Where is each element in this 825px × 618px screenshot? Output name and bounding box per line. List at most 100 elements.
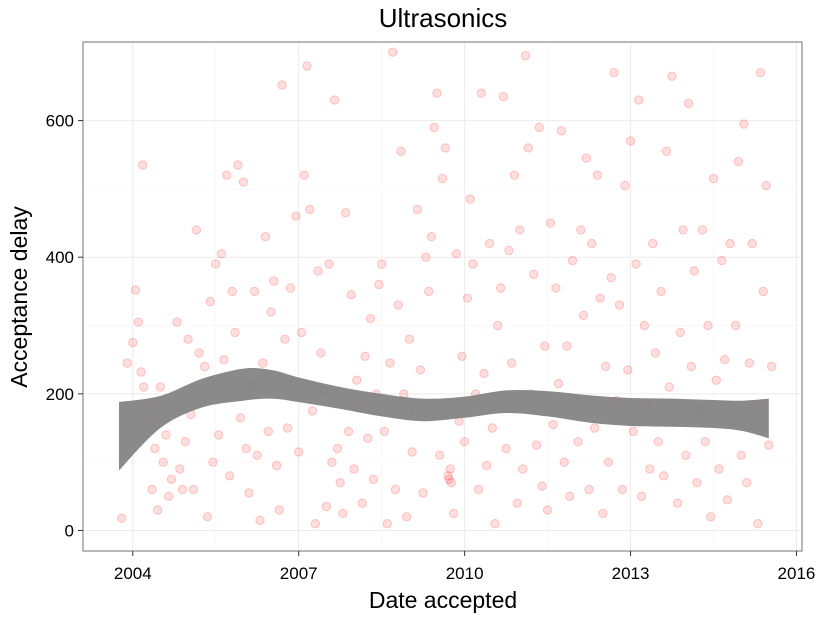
y-axis-ticks: 0 200 400 600 <box>46 112 83 541</box>
data-point <box>128 337 138 348</box>
data-point <box>601 361 611 372</box>
plot-panel <box>83 42 802 551</box>
data-point <box>628 426 638 437</box>
data-point <box>357 498 367 508</box>
data-point <box>468 259 478 269</box>
data-point <box>512 498 522 508</box>
data-point <box>341 208 351 218</box>
data-point <box>316 348 326 358</box>
data-point <box>457 351 467 361</box>
data-point <box>537 481 547 491</box>
data-point <box>230 327 240 338</box>
data-point <box>556 126 567 136</box>
data-point <box>282 423 293 433</box>
data-point <box>335 478 345 488</box>
data-point <box>377 259 387 269</box>
data-point <box>542 505 553 515</box>
data-point <box>277 80 287 90</box>
data-point <box>133 317 144 327</box>
data-point <box>636 491 647 501</box>
data-point <box>661 146 672 157</box>
data-point <box>639 320 650 331</box>
data-point <box>733 156 744 167</box>
data-point <box>445 464 455 474</box>
data-point <box>244 488 254 498</box>
data-point <box>645 464 655 474</box>
data-point <box>407 447 417 457</box>
data-point <box>338 508 348 519</box>
data-point <box>493 320 503 331</box>
data-point <box>164 491 174 501</box>
data-point <box>501 443 511 454</box>
data-point <box>664 382 674 392</box>
data-point <box>761 180 771 191</box>
data-point <box>520 51 531 61</box>
data-point <box>233 160 243 170</box>
data-point <box>332 443 343 454</box>
data-point <box>390 484 401 495</box>
data-point <box>291 211 301 221</box>
data-point <box>534 122 544 133</box>
data-point <box>374 279 384 290</box>
data-point <box>576 225 586 235</box>
data-point <box>324 259 334 269</box>
data-point <box>656 286 666 297</box>
data-point <box>753 519 763 529</box>
data-point <box>473 484 484 495</box>
data-point <box>401 512 412 522</box>
data-point <box>349 464 359 474</box>
data-point <box>263 426 273 437</box>
data-point <box>462 293 473 303</box>
data-point <box>117 513 127 523</box>
data-point <box>545 218 556 228</box>
data-point <box>609 68 619 78</box>
data-point <box>194 348 204 358</box>
data-point <box>719 355 730 365</box>
data-point <box>465 194 475 204</box>
data-point <box>180 437 191 447</box>
data-point <box>459 437 470 447</box>
data-point <box>584 484 594 495</box>
data-point <box>540 341 550 351</box>
data-point <box>634 95 644 105</box>
data-point <box>404 334 414 344</box>
data-point <box>504 245 514 256</box>
data-point <box>255 515 265 525</box>
data-point <box>764 440 774 450</box>
data-point <box>299 170 309 180</box>
data-point <box>211 259 221 269</box>
data-point <box>482 460 492 471</box>
data-point <box>689 266 699 276</box>
data-point <box>138 160 148 170</box>
data-point <box>130 285 141 295</box>
data-point <box>346 290 356 300</box>
data-point <box>598 508 608 519</box>
data-point <box>150 443 160 454</box>
data-point <box>675 327 685 338</box>
x-tick-label: 2016 <box>778 564 816 583</box>
data-point <box>623 365 633 375</box>
grid-minor <box>83 42 802 551</box>
data-point <box>650 348 661 358</box>
data-point <box>681 450 691 460</box>
data-point <box>260 232 271 242</box>
data-point <box>382 519 392 529</box>
data-point <box>412 204 423 215</box>
data-point <box>625 136 636 146</box>
data-point <box>706 512 716 522</box>
data-point <box>529 269 539 279</box>
data-point <box>435 450 445 460</box>
data-point <box>294 447 304 457</box>
data-point <box>227 286 238 297</box>
x-axis-title: Date accepted <box>369 587 517 613</box>
data-point <box>241 443 251 454</box>
data-point <box>222 170 232 180</box>
data-point <box>443 471 453 481</box>
data-point <box>266 307 276 317</box>
data-point <box>509 170 520 180</box>
data-point <box>440 143 450 153</box>
data-point <box>285 283 296 293</box>
plot-border <box>82 41 803 552</box>
data-point <box>343 426 354 437</box>
